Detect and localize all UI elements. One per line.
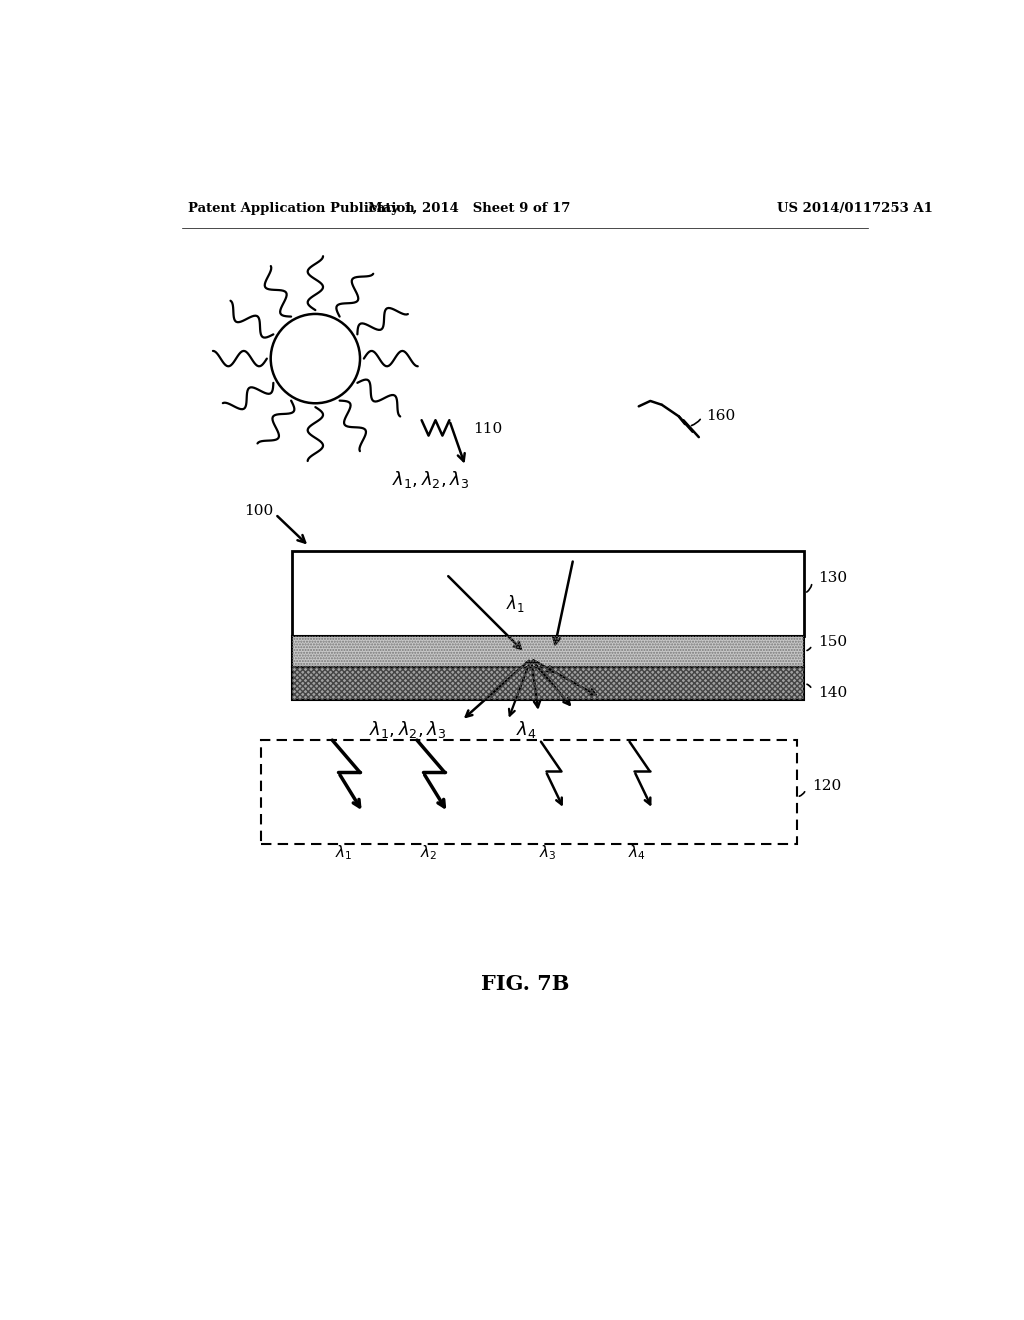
Text: May 1, 2014   Sheet 9 of 17: May 1, 2014 Sheet 9 of 17 xyxy=(369,202,570,215)
Text: $\lambda_3$: $\lambda_3$ xyxy=(540,843,557,862)
Text: 110: 110 xyxy=(473,422,503,437)
Bar xyxy=(292,667,804,701)
Text: FIG. 7B: FIG. 7B xyxy=(480,974,569,994)
Circle shape xyxy=(270,314,360,404)
Bar xyxy=(261,739,797,843)
Text: $\lambda_1$: $\lambda_1$ xyxy=(336,843,353,862)
Text: 160: 160 xyxy=(707,409,736,424)
Text: 150: 150 xyxy=(818,635,847,649)
Bar xyxy=(292,667,804,701)
Text: 130: 130 xyxy=(818,572,847,585)
Text: $\lambda_4$: $\lambda_4$ xyxy=(515,719,537,741)
Text: 100: 100 xyxy=(245,504,273,517)
Text: US 2014/0117253 A1: US 2014/0117253 A1 xyxy=(777,202,933,215)
Text: $\lambda_1, \lambda_2, \lambda_3$: $\lambda_1, \lambda_2, \lambda_3$ xyxy=(392,469,470,490)
Text: $\lambda_1, \lambda_2, \lambda_3$: $\lambda_1, \lambda_2, \lambda_3$ xyxy=(370,719,446,741)
Bar xyxy=(292,636,804,667)
Text: 140: 140 xyxy=(818,686,848,700)
Bar xyxy=(292,552,804,636)
Text: Patent Application Publication: Patent Application Publication xyxy=(188,202,415,215)
Text: $\lambda_2$: $\lambda_2$ xyxy=(420,843,437,862)
Text: 120: 120 xyxy=(812,779,842,793)
Bar xyxy=(292,636,804,667)
Text: $\lambda_4$: $\lambda_4$ xyxy=(628,843,646,862)
Text: $\lambda_1$: $\lambda_1$ xyxy=(506,593,525,614)
